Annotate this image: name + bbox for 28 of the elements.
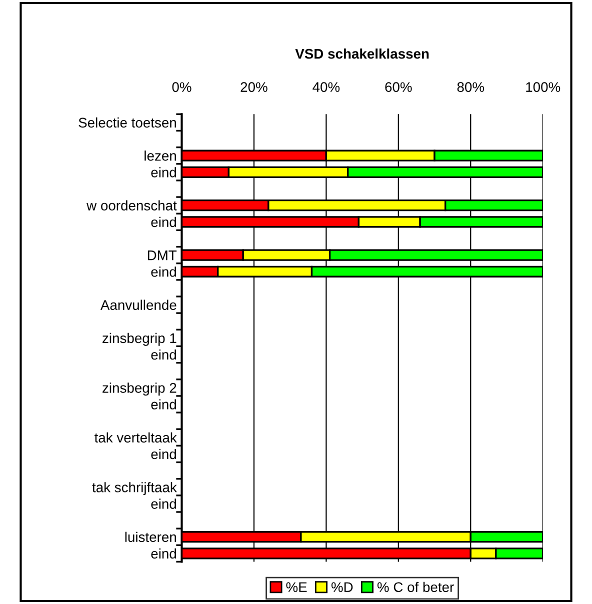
y-tick-label: eind (151, 399, 176, 410)
y-tick-label: zinsbegrip 2 (102, 382, 176, 396)
y-tick-label: eind (151, 498, 176, 509)
y-tick-label: eind (151, 216, 176, 228)
x-tick-label: 0% (172, 82, 192, 92)
y-tick-label: eind (151, 349, 176, 360)
x-tick-label: 100% (526, 82, 560, 92)
y-tick-label: Selectie toetsen (78, 117, 176, 128)
chart-title: VSD schakelklassen (295, 48, 429, 59)
y-tick-label: w oordenschat (86, 200, 177, 210)
y-tick-label: DMT (148, 250, 177, 260)
x-tick-label: 20% (240, 82, 268, 92)
x-tick-label: 80% (457, 82, 484, 92)
y-tick-label: eind (151, 167, 176, 178)
y-tick-label: luisteren (125, 532, 176, 542)
y-tick-label: Aanvullende (100, 300, 176, 310)
legend-label: %E (286, 582, 307, 592)
legend-label: %D (331, 582, 353, 592)
y-tick-label: tak schrijftaak (92, 482, 177, 496)
y-tick-label: zinsbegrip 1 (102, 332, 176, 346)
x-tick-label: 60% (385, 82, 412, 92)
x-tick-label: 40% (312, 82, 340, 92)
y-tick-label: eind (151, 266, 176, 277)
y-tick-label: eind (151, 448, 176, 460)
y-tick-label: eind (151, 548, 176, 559)
y-tick-label: lezen (144, 150, 176, 161)
legend-label: % C of beter (377, 582, 454, 592)
y-tick-label: tak verteltaak (94, 432, 177, 443)
